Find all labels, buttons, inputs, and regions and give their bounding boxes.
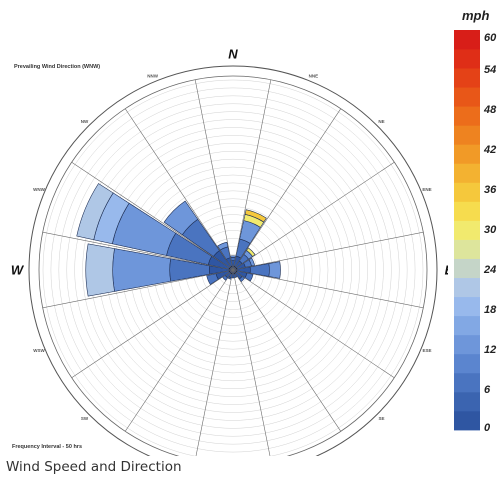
inner-ring	[38, 75, 428, 456]
legend-swatch	[454, 220, 480, 240]
legend-tick: 18	[484, 304, 497, 316]
legend-tick: 12	[484, 344, 496, 356]
legend-tick: 0	[484, 422, 491, 434]
legend-tick: 30	[484, 224, 497, 236]
legend-swatch	[454, 277, 480, 298]
bar-segment	[217, 241, 229, 251]
direction-label: WSW	[33, 348, 45, 353]
spoke	[124, 108, 234, 271]
legend-swatch	[454, 239, 480, 259]
legend-swatch	[454, 372, 480, 393]
direction-label: SW	[81, 416, 89, 421]
bar-segment	[206, 273, 219, 285]
legend-swatch	[454, 391, 480, 412]
legend-tick: 42	[483, 144, 496, 156]
legend-tick: 48	[483, 104, 497, 116]
spoke	[232, 269, 271, 456]
direction-label: NNE	[309, 73, 319, 78]
direction-labels: NNNENEENEEESESESSESSSWSWWSWWWNWNWNNW	[11, 47, 448, 421]
direction-label: NNW	[147, 73, 158, 78]
legend-unit: mph	[462, 8, 490, 23]
prevailing-wind-annotation: Prevailing Wind Direction (WNW)	[14, 64, 100, 70]
spoke	[232, 269, 424, 309]
direction-label: W	[11, 263, 25, 278]
bar-segment	[246, 247, 256, 257]
bar-segment	[248, 257, 256, 267]
spoke	[42, 231, 234, 271]
direction-spokes	[42, 79, 424, 456]
spoke	[71, 161, 234, 271]
legend-swatch	[454, 49, 480, 69]
direction-label: N	[228, 47, 238, 62]
spoke	[124, 269, 234, 432]
speed-legend: 0 6 12 18 24 30 36 42 48 54 60	[454, 30, 497, 434]
bar-segment	[163, 200, 199, 236]
wind-rose-chart: NNNENEENEEESESESSESSSWSWWSWWWNWNWNNW Pre…	[11, 47, 448, 456]
bar-segment	[112, 248, 172, 292]
bar-segment	[85, 243, 115, 297]
legend-swatch	[454, 334, 480, 355]
bar-segment	[76, 183, 114, 241]
legend-swatch	[454, 182, 480, 202]
legend-swatch	[454, 106, 480, 126]
spoke	[232, 269, 395, 379]
spoke	[195, 269, 234, 456]
legend-tick: 60	[484, 32, 497, 44]
spoke	[194, 79, 234, 271]
legend-swatch	[454, 30, 480, 50]
direction-label: SE	[378, 416, 384, 421]
grid-ring	[58, 95, 408, 445]
direction-label: E	[445, 263, 448, 278]
frequency-interval-annotation: Frequency Interval - 50 hrs	[12, 444, 82, 450]
spoke	[232, 231, 424, 271]
bar-segment	[230, 257, 236, 262]
legend-swatch	[454, 144, 480, 164]
legend-swatch	[454, 296, 480, 317]
direction-label: NW	[81, 119, 89, 124]
grid-ring	[66, 103, 400, 437]
spoke	[232, 269, 342, 432]
grid-ring	[74, 111, 392, 429]
figure-caption: Wind Speed and Direction	[6, 459, 182, 475]
spoke	[232, 161, 395, 271]
legend-tick: 36	[484, 184, 497, 196]
legend-swatch	[454, 87, 480, 107]
legend-swatch	[454, 201, 480, 221]
spoke	[232, 108, 342, 271]
legend-tick: 6	[484, 384, 491, 396]
legend-tick: 24	[483, 264, 496, 276]
spoke	[71, 269, 234, 379]
bar-segment	[244, 209, 267, 223]
outer-ring	[28, 65, 438, 456]
direction-label: ESE	[423, 348, 432, 353]
grid-ring	[50, 87, 416, 453]
bar-segment	[268, 261, 281, 279]
legend-swatch	[454, 258, 480, 279]
wind-bars	[76, 183, 281, 297]
legend-tick: 54	[484, 64, 496, 76]
direction-label: ENE	[422, 187, 431, 192]
legend-swatch	[454, 315, 480, 336]
legend-swatch	[454, 353, 480, 374]
legend-swatch	[454, 68, 480, 88]
direction-label: WNW	[33, 187, 45, 192]
bar-segment	[230, 255, 236, 258]
spoke	[232, 79, 272, 271]
grid-ring	[42, 79, 424, 456]
legend-swatch	[454, 163, 480, 183]
legend-swatch	[454, 410, 480, 431]
grid-ring	[82, 119, 384, 421]
legend-swatch	[454, 125, 480, 145]
radial-grid	[28, 65, 438, 456]
direction-label: NE	[378, 119, 384, 124]
spoke	[42, 269, 234, 309]
